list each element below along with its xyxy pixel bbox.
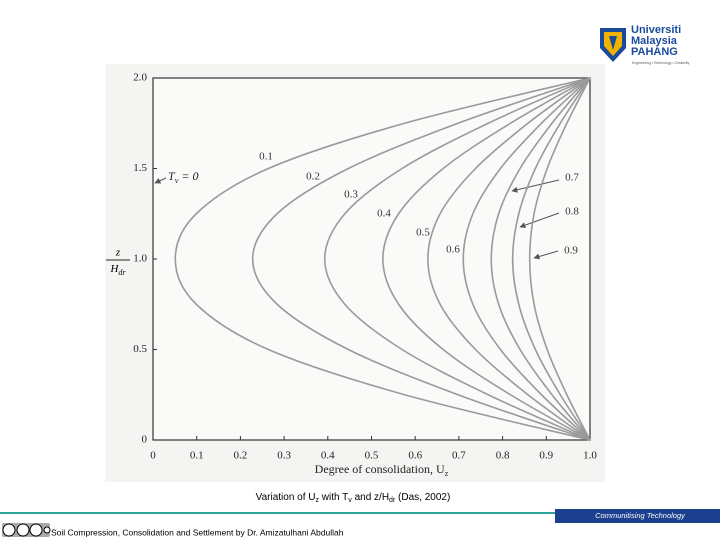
logo-tagline: Engineering • Technology • Creativity (632, 61, 690, 65)
y-axis-label: Hdr (109, 263, 126, 278)
band-text: Communitising Technology (595, 511, 686, 520)
x-tick-label: 0.8 (496, 450, 510, 462)
caption-part: v (348, 497, 352, 504)
y-tick-label: 2.0 (133, 72, 147, 84)
isochrone (511, 77, 591, 441)
x-tick-label: 1.0 (583, 450, 597, 462)
cc-icons (2, 523, 51, 537)
annotation-part: T (168, 169, 176, 183)
caption-part: z (316, 497, 320, 504)
x-tick-label: 0.7 (452, 450, 466, 462)
label-arrow (519, 212, 560, 228)
curve-label: 0.6 (446, 244, 460, 256)
isochrone (382, 77, 591, 441)
isochrone (323, 77, 591, 441)
x-tick-label: 0.3 (277, 450, 291, 462)
annotation-part: v (175, 176, 179, 185)
y-tick-label: 0.5 (133, 343, 147, 355)
isochrone (251, 77, 591, 441)
footer-line (0, 512, 720, 514)
y-axis-label: z (115, 247, 121, 259)
caption-part: with T (319, 492, 348, 503)
footer-band (555, 509, 720, 523)
curve-label: 0.4 (377, 208, 391, 220)
x-tick-label: 0.2 (234, 450, 248, 462)
x-tick-label: 0 (150, 450, 156, 462)
label-arrow (511, 179, 560, 193)
caption-part: and z/H (352, 492, 389, 503)
caption-part: (Das, 2002) (395, 492, 450, 503)
x-axis-label-part: z (445, 469, 449, 478)
caption-part: Variation of U (256, 492, 316, 503)
curve-label: 0.3 (344, 189, 358, 201)
x-tick-label: 0.1 (190, 450, 204, 462)
plot-frame (152, 77, 591, 441)
y-axis-label-part: H (109, 263, 119, 275)
logo-line: Universiti (631, 24, 681, 36)
y-tick-label: 0 (142, 434, 148, 446)
caption-part: dr (389, 497, 396, 504)
y-tick-label: 1.5 (133, 162, 147, 174)
curve-label: 0.7 (565, 172, 579, 184)
y-axis-label-part: dr (118, 268, 126, 277)
x-axis-label: Degree of consolidation, Uz (315, 462, 449, 479)
logo-line: Malaysia (631, 35, 678, 47)
label-arrow (533, 250, 559, 260)
curve-label: 0.2 (306, 171, 320, 183)
isochrone (462, 77, 591, 441)
annotation: Tv = 0 (168, 169, 199, 186)
annotation-arrow (154, 177, 167, 184)
logo-line: PAHANG (631, 46, 678, 58)
logo (600, 28, 626, 62)
x-tick-label: 0.9 (539, 450, 553, 462)
footer-text: Soil Compression, Consolidation and Sett… (51, 527, 344, 537)
curve-label: 0.1 (259, 151, 273, 163)
curve-label: 0.9 (564, 245, 578, 257)
curve-label: 0.5 (416, 227, 430, 239)
y-tick-label: 1.0 (133, 253, 147, 265)
x-tick-label: 0.5 (365, 450, 379, 462)
x-axis-label-part: Degree of consolidation, U (315, 462, 445, 476)
curve-label: 0.8 (565, 206, 579, 218)
isochrone (427, 77, 591, 441)
isochrone (490, 77, 591, 441)
caption: Variation of Uz with Tv and z/Hdr (Das, … (256, 492, 451, 505)
isochrone (174, 77, 591, 441)
isochrone (528, 77, 591, 441)
x-tick-label: 0.4 (321, 450, 335, 462)
annotation-part: = 0 (178, 169, 198, 183)
x-tick-label: 0.6 (408, 450, 422, 462)
